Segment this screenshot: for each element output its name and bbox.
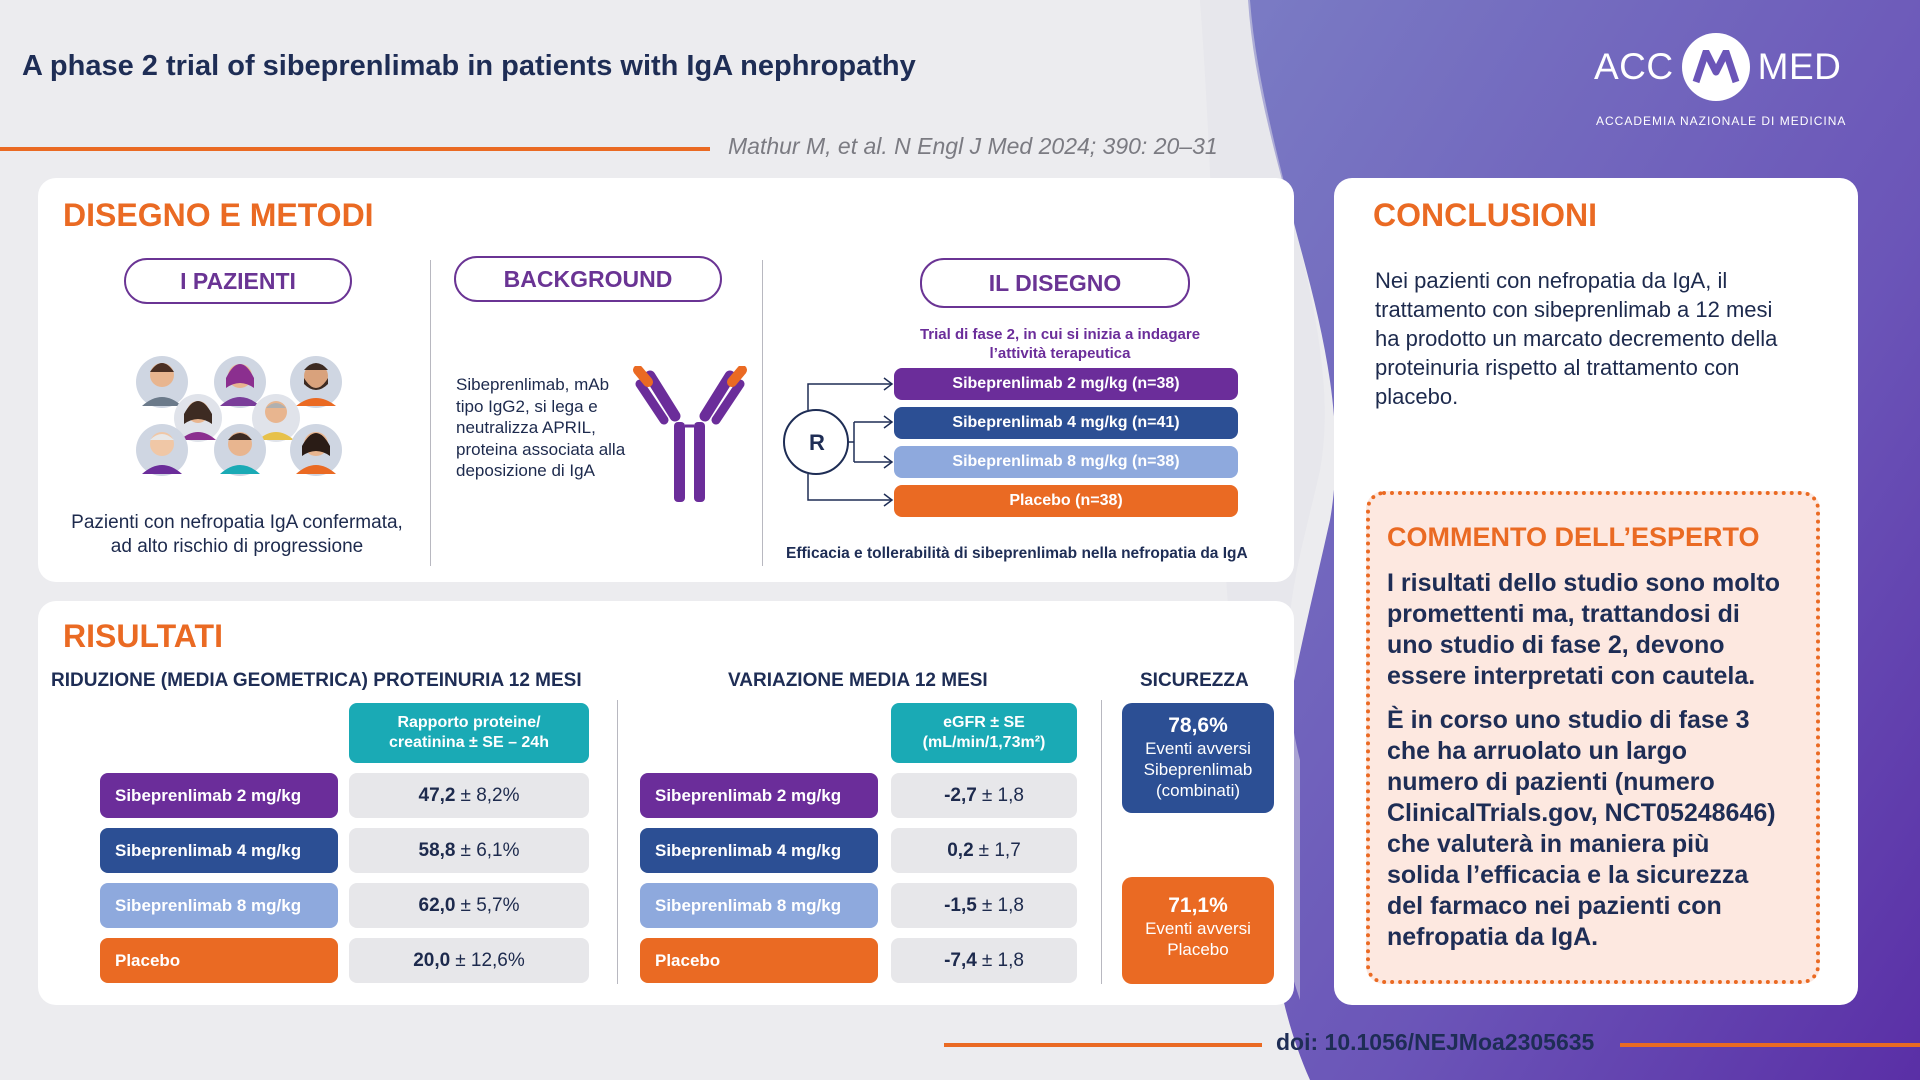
egfr-row-label: Sibeprenlimab 2 mg/kg [640,773,878,818]
proteinuria-row-value: 47,2 ± 8,2% [349,773,589,818]
proteinuria-row-label: Placebo [100,938,338,983]
egfr-row-value: -7,4 ± 1,8 [891,938,1077,983]
proteinuria-row-label: Sibeprenlimab 2 mg/kg [100,773,338,818]
egfr-row-label: Placebo [640,938,878,983]
doi-reference[interactable]: doi: 10.1056/NEJMoa2305635 [1276,1029,1595,1055]
results-section-title: RISULTATI [63,618,223,654]
expert-title: COMMENTO DELL’ESPERTO [1387,522,1760,552]
arm-placebo: Placebo (n=38) [894,485,1238,517]
logo-m-icon [1681,33,1750,101]
background-title: BACKGROUND [454,256,722,302]
expert-comment-box [1366,491,1820,984]
egfr-heading: VARIAZIONE MEDIA 12 MESI [728,670,988,691]
arm-sibeprenlimab-2: Sibeprenlimab 2 mg/kg (n=38) [894,368,1238,400]
safety-placebo-box: 71,1% Eventi avversi Placebo [1122,877,1274,984]
antibody-icon [633,366,747,502]
egfr-row-value: -1,5 ± 1,8 [891,883,1077,928]
divider [617,700,618,984]
doi-divider-right [1620,1043,1920,1047]
arm-sibeprenlimab-8: Sibeprenlimab 8 mg/kg (n=38) [894,446,1238,478]
citation-reference: Mathur M, et al. N Engl J Med 2024; 390:… [728,133,1218,159]
logo-left-text: ACC [1594,46,1674,87]
safety-heading: SICUREZZA [1140,670,1249,691]
randomization-diagram [783,377,894,507]
proteinuria-row-value: 58,8 ± 6,1% [349,828,589,873]
logo-subtitle: ACCADEMIA NAZIONALE DI MEDICINA [1596,114,1847,128]
proteinuria-column-header: Rapporto proteine/ creatinina ± SE – 24h [349,703,589,763]
egfr-column-header: eGFR ± SE (mL/min/1,73m²) [891,703,1077,763]
patients-title: I PAZIENTI [124,258,352,304]
trial-design-title: IL DISEGNO [920,258,1190,308]
egfr-row-label: Sibeprenlimab 8 mg/kg [640,883,878,928]
proteinuria-row-value: 62,0 ± 5,7% [349,883,589,928]
arm-sibeprenlimab-4: Sibeprenlimab 4 mg/kg (n=41) [894,407,1238,439]
patients-group-icon [136,356,342,476]
conclusions-title: CONCLUSIONI [1373,197,1597,233]
logo-right-text: MED [1757,46,1842,87]
reference-divider [0,147,710,151]
patients-description: Pazienti con nefropatia IgA confermata, … [71,512,403,557]
proteinuria-row-label: Sibeprenlimab 8 mg/kg [100,883,338,928]
proteinuria-row-label: Sibeprenlimab 4 mg/kg [100,828,338,873]
design-section-title: DISEGNO E METODI [63,197,374,233]
divider [430,260,431,566]
safety-active-box: 78,6% Eventi avversi Sibeprenlimab (comb… [1122,703,1274,813]
proteinuria-row-value: 20,0 ± 12,6% [349,938,589,983]
background-text: Sibeprenlimab, mAb tipo IgG2, si lega e … [456,375,626,480]
divider [762,260,763,566]
egfr-row-value: -2,7 ± 1,8 [891,773,1077,818]
expert-paragraph-2: È in corso uno studio di fase 3 che ha a… [1387,706,1776,951]
egfr-row-label: Sibeprenlimab 4 mg/kg [640,828,878,873]
conclusions-text: Nei pazienti con nefropatia da IgA, il t… [1375,268,1778,409]
page-title: A phase 2 trial of sibeprenlimab in pati… [22,50,916,82]
doi-divider-left [944,1043,1262,1047]
acc-med-logo: ACC MED ACCADEMIA NAZIONALE DI MEDICINA [1594,33,1854,134]
trial-subtitle: Trial di fase 2, in cui si inizia a inda… [919,326,1201,362]
expert-paragraph-1: I risultati dello studio sono molto prom… [1387,569,1781,690]
trial-footer: Efficacia e tollerabilità di sibeprenlim… [786,545,1248,562]
randomization-label: R [809,430,825,455]
divider [1101,700,1102,984]
proteinuria-heading: RIDUZIONE (MEDIA GEOMETRICA) PROTEINURIA… [51,670,582,691]
egfr-row-value: 0,2 ± 1,7 [891,828,1077,873]
